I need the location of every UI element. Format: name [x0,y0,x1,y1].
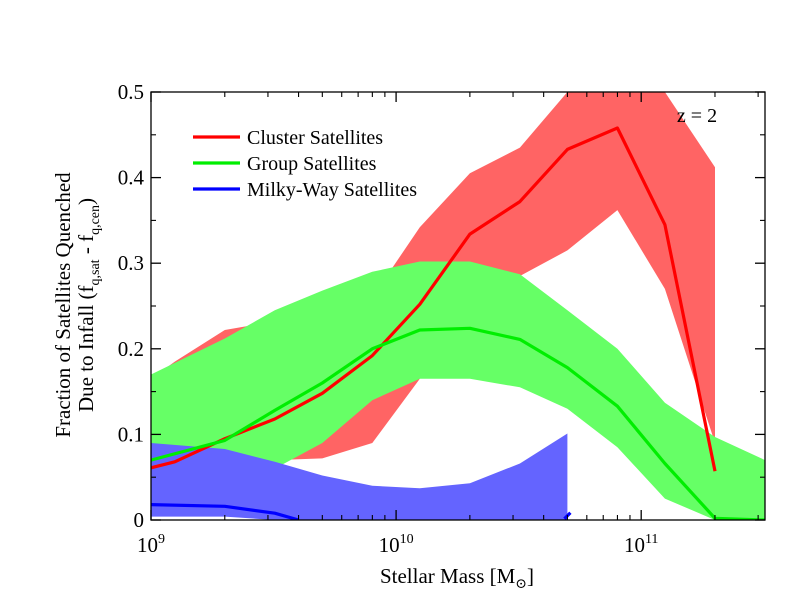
y-tick-label: 0.1 [118,422,144,446]
group-satellites-band [151,261,765,520]
legend-label-milky-way-satellites: Milky-Way Satellites [247,179,417,201]
x-tick-label-exponent: 9 [158,532,165,547]
x-axis-title-close: ] [527,564,534,588]
x-tick-label-exponent: 10 [400,532,414,547]
y-tick-label: 0.4 [118,166,145,190]
series-lines [151,126,765,520]
group-satellites-line [151,326,765,520]
milky-way-satellites-band [151,433,568,520]
y-axis-title-mid: - f [74,235,98,260]
y-axis-title-sub1: q,sat [88,259,103,285]
x-tick-label: 1011 [624,532,658,557]
y-axis-title-sub2: q,cen [88,205,103,235]
y-tick-label: 0.5 [118,80,144,104]
y-tick-label: 0.3 [118,251,144,275]
x-tick-label-base: 10 [624,533,645,557]
legend-label-cluster-satellites: Cluster Satellites [247,127,383,149]
y-tick-label: 0 [134,508,145,532]
x-tick-label: 109 [137,532,165,557]
legend: Cluster Satellites Group Satellites Milky-… [193,127,417,201]
x-axis-title-subscript: ⊙ [515,577,527,592]
x-tick-label: 1010 [379,532,414,557]
y-tick-label: 0.2 [118,337,144,361]
x-tick-label-base: 10 [137,533,158,557]
milky-way-satellites-line [151,503,300,520]
x-axis-title: Stellar Mass [M⊙] [380,564,534,592]
y-axis-title-line2: Due to Infall (fq,sat - fq,cen) [74,198,103,412]
y-axis-title-close: ) [74,198,98,205]
legend-label-group-satellites: Group Satellites [247,153,377,175]
y-axis-title-line1: Fraction of Satellites Quenched [51,172,75,438]
confidence-bands [151,92,765,520]
redshift-annotation: z = 2 [677,105,717,127]
x-tick-label-base: 10 [379,533,400,557]
x-tick-label-exponent: 11 [645,532,658,547]
